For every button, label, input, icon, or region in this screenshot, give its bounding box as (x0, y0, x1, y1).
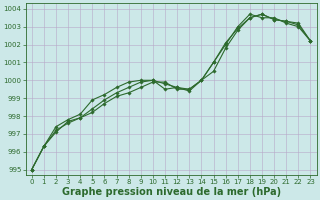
X-axis label: Graphe pression niveau de la mer (hPa): Graphe pression niveau de la mer (hPa) (61, 187, 281, 197)
